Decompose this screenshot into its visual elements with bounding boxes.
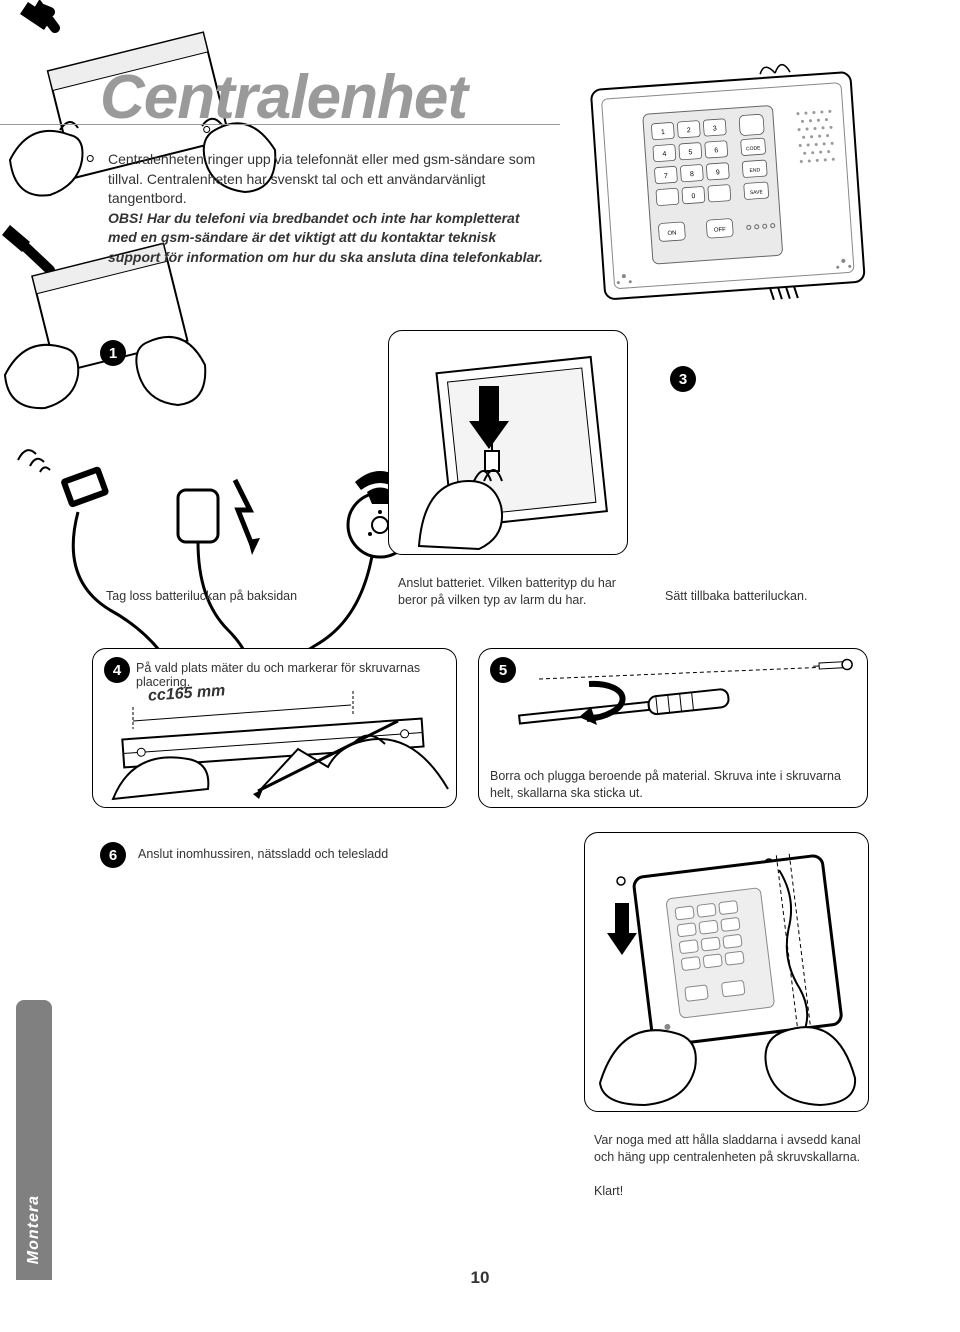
step-4-num: 4 <box>113 662 121 679</box>
svg-text:6: 6 <box>714 147 718 154</box>
page-title: Centralenhet <box>100 62 467 133</box>
page-number: 10 <box>0 1268 960 1288</box>
svg-text:7: 7 <box>664 173 668 180</box>
step-2-caption: Anslut batteriet. Vilken batterityp du h… <box>398 575 628 609</box>
svg-text:8: 8 <box>690 171 694 178</box>
svg-text:3: 3 <box>713 125 717 132</box>
svg-text:1: 1 <box>661 129 665 136</box>
intro-text: Centralenheten ringer upp via telefonnät… <box>108 150 548 268</box>
svg-text:END: END <box>749 167 760 174</box>
svg-text:0: 0 <box>691 193 695 200</box>
section-tab-label: Montera <box>25 1195 43 1264</box>
step-1-caption: Tag loss batteriluckan på baksidan <box>106 588 366 605</box>
manual-page: Centralenhet Centralenheten ringer upp v… <box>0 0 960 1332</box>
intro-warning: OBS! Har du telefoni via bredbandet och … <box>108 210 543 265</box>
intro-plain: Centralenheten ringer upp via telefonnät… <box>108 151 535 206</box>
svg-text:2: 2 <box>687 127 691 134</box>
step-6-caption: Anslut inomhussiren, nätssladd och teles… <box>138 847 388 861</box>
step-1-num: 1 <box>109 345 117 362</box>
svg-text:CODE: CODE <box>746 145 761 152</box>
svg-text:5: 5 <box>688 149 692 156</box>
step-3-caption: Sätt tillbaka batteriluckan. <box>665 588 865 605</box>
svg-text:SAVE: SAVE <box>750 189 764 196</box>
step-7-done: Klart! <box>594 1184 623 1198</box>
step-6-num: 6 <box>109 847 117 864</box>
step-2-illustration <box>388 330 628 555</box>
svg-text:9: 9 <box>716 169 720 176</box>
step-3-badge: 3 <box>670 366 696 392</box>
step-3-num: 3 <box>679 371 687 388</box>
step-5-num: 5 <box>499 662 507 679</box>
step-5-badge: 5 <box>490 657 516 683</box>
step-6-badge: 6 <box>100 842 126 868</box>
step-7-illustration <box>584 832 869 1112</box>
device-illustration: 1 2 3 4 5 6 CODE 7 8 9 END 0 SAVE ON OFF <box>588 48 868 308</box>
svg-text:OFF: OFF <box>714 227 727 234</box>
step-1-badge: 1 <box>100 340 126 366</box>
step-7-caption: Var noga med att hålla sladdarna i avsed… <box>594 1132 869 1200</box>
step-5-caption: Borra och plugga beroende på material. S… <box>490 768 850 802</box>
step-4-badge: 4 <box>104 657 130 683</box>
svg-text:4: 4 <box>662 151 666 158</box>
section-tab: Montera <box>16 1000 52 1280</box>
step-7-caption-text: Var noga med att hålla sladdarna i avsed… <box>594 1133 861 1164</box>
svg-text:ON: ON <box>667 230 676 237</box>
